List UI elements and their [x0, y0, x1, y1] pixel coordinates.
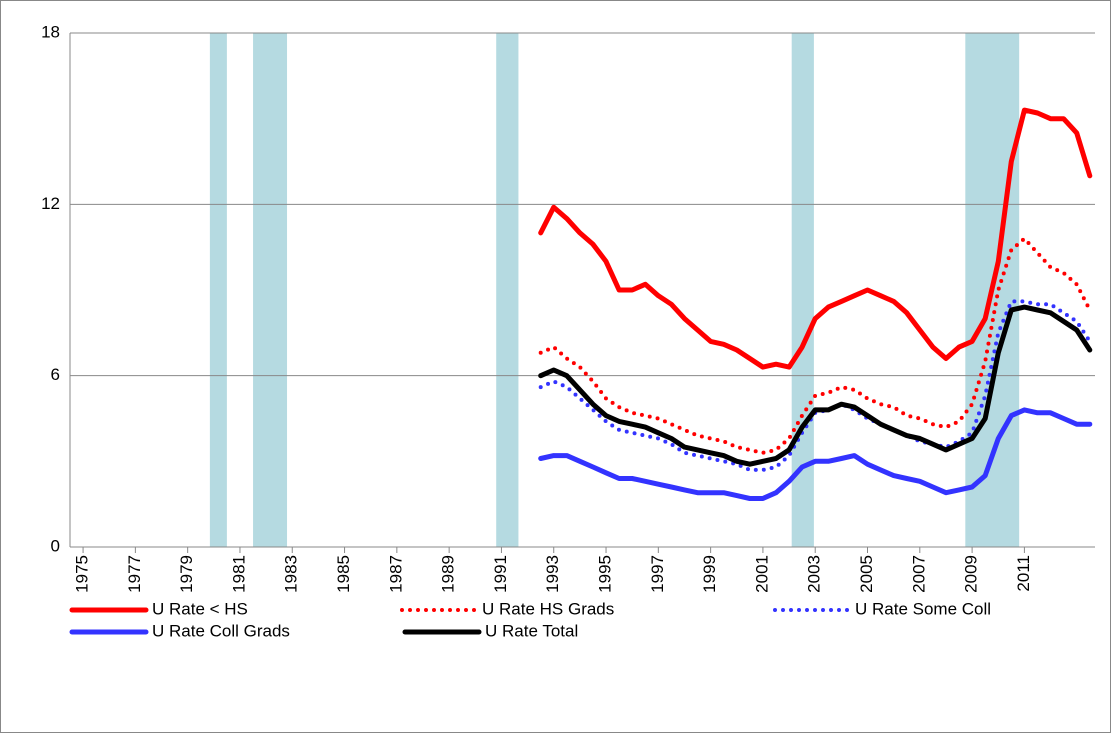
- x-tick-label: 1997: [648, 555, 667, 593]
- x-tick-label: 1991: [491, 555, 510, 593]
- x-tick-label: 1975: [73, 555, 92, 593]
- legend-label: U Rate < HS: [152, 599, 248, 618]
- legend-label: U Rate Total: [485, 621, 578, 640]
- x-tick-label: 1999: [700, 555, 719, 593]
- y-tick-label: 0: [51, 536, 60, 555]
- x-tick-label: 1989: [439, 555, 458, 593]
- x-tick-label: 1983: [282, 555, 301, 593]
- series-line: [538, 107, 1093, 370]
- series-line: [538, 236, 1092, 455]
- x-tick-label: 2003: [805, 555, 824, 593]
- legend-label: U Rate Some Coll: [855, 599, 991, 618]
- x-tick-label: 2011: [1014, 555, 1033, 592]
- legend-label: U Rate Coll Grads: [152, 621, 290, 640]
- series-line: [538, 304, 1093, 467]
- y-tick-label: 12: [41, 194, 60, 213]
- x-tick-label: 1995: [596, 555, 615, 593]
- legend-label: U Rate HS Grads: [482, 599, 614, 618]
- x-tick-label: 1979: [177, 555, 196, 593]
- y-tick-label: 18: [41, 22, 60, 41]
- x-tick-label: 1977: [125, 555, 144, 593]
- x-tick-label: 2001: [752, 555, 771, 593]
- recession-band: [253, 33, 288, 547]
- x-tick-label: 1993: [543, 555, 562, 593]
- x-tick-label: 2009: [962, 555, 981, 593]
- series-line: [538, 407, 1093, 501]
- x-tick-label: 1981: [229, 555, 248, 593]
- x-tick-label: 1985: [334, 555, 353, 593]
- y-tick-label: 6: [51, 365, 60, 384]
- recession-band: [209, 33, 227, 547]
- recession-band: [496, 33, 519, 547]
- x-tick-label: 2005: [857, 555, 876, 593]
- x-tick-label: 1987: [386, 555, 405, 593]
- x-tick-label: 2007: [909, 555, 928, 593]
